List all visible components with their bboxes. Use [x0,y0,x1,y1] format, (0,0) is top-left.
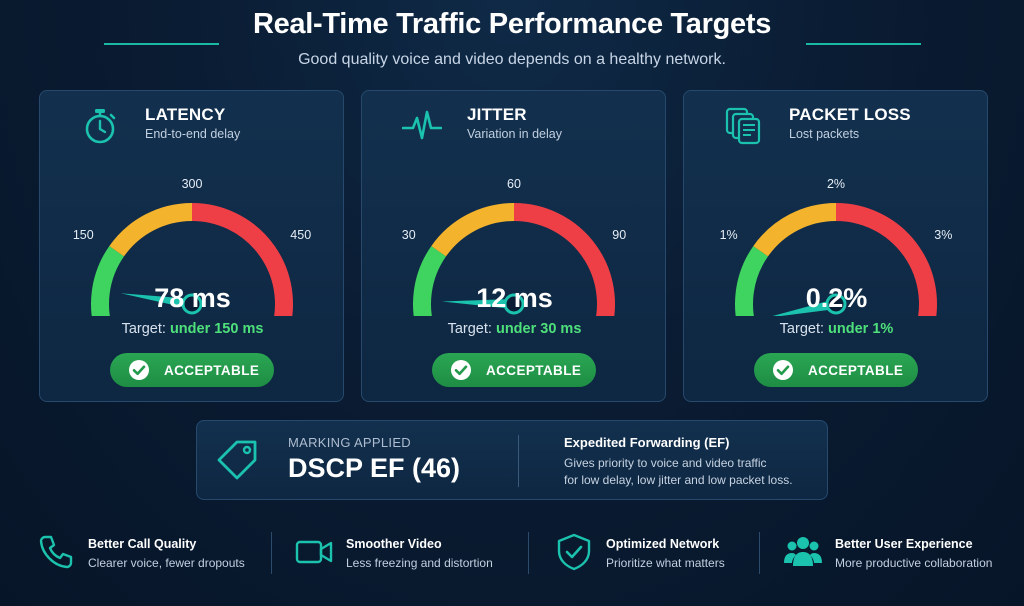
gauge-yellow-segment [431,203,515,257]
packet-loss-target-value: under 1% [828,321,894,337]
gauge-hub [503,293,525,315]
marking-description-line-2: for low delay, low jitter and low packet… [564,473,793,487]
packet-loss-subtitle: Lost packets [789,127,860,141]
packet-loss-target: Target: under 1% [684,321,989,337]
gauge-hub [825,293,847,315]
packet-loss-card: PACKET LOSS Lost packets 0%1%2%3%5% 0.2%… [683,90,988,402]
marking-panel: MARKING APPLIED DSCP EF (46) Expedited F… [196,420,828,500]
title-rule-left [104,43,219,45]
latency-value: 78 ms [154,283,231,313]
packet-loss-status-badge: ACCEPTABLE [754,353,918,387]
packet-loss-target-label: Target: [779,321,825,337]
jitter-target-label: Target: [447,321,492,337]
benefit-subtitle: Clearer voice, fewer dropouts [88,556,245,570]
gauge-green-segment [91,246,125,316]
title-rule-right [806,43,921,45]
shield-check-icon [557,533,591,571]
stopwatch-icon [85,109,116,144]
benefit-divider [271,532,272,574]
video-camera-icon [295,540,333,564]
benefit-subtitle: Less freezing and distortion [346,556,493,570]
gauge-red-segment [191,203,293,316]
latency-gauge: 0150300450600 [73,177,311,316]
jitter-status-badge: ACCEPTABLE [432,353,596,387]
gauge-tick-label: 90 [612,228,626,242]
gauge-green-segment [735,246,769,316]
users-icon [784,537,822,566]
marking-divider [518,435,519,487]
jitter-target-value: under 30 ms [495,321,582,337]
pulse-icon [402,110,442,140]
jitter-subtitle: Variation in delay [467,127,562,141]
header: Real-Time Traffic Performance Targets Go… [0,0,1024,80]
gauge-red-segment [513,203,615,316]
gauge-tick-label: 2% [827,177,845,191]
benefit-subtitle: More productive collaboration [835,556,993,570]
gauge-green-segment [413,246,447,316]
gauge-tick-label: 60 [507,177,521,191]
benefit-divider [759,532,760,574]
gauge-tick-label: 3% [934,228,952,242]
gauge-hub [181,293,203,315]
packet-loss-value: 0.2% [805,283,868,313]
jitter-target: Target: under 30 ms [362,321,667,337]
latency-target-label: Target: [121,321,166,337]
marking-value: DSCP EF (46) [288,453,461,483]
jitter-value: 12 ms [476,283,553,313]
check-circle-icon [773,360,793,380]
jitter-gauge: 0306090120 [402,177,626,316]
benefit-divider [528,532,529,574]
benefit-title: Better User Experience [835,537,973,551]
gauge-needle [772,299,837,316]
benefit-title: Optimized Network [606,537,720,551]
gauge-red-segment [835,203,937,316]
benefit-title: Smoother Video [346,537,442,551]
marking-label: MARKING APPLIED [288,435,411,450]
jitter-card: JITTER Variation in delay 0306090120 12 … [361,90,666,402]
packet-loss-title: PACKET LOSS [789,105,911,124]
gauge-needle [120,293,193,309]
gauge-tick-label: 150 [73,228,94,242]
check-circle-icon [129,360,149,380]
packet-loss-status-label: ACCEPTABLE [808,363,904,378]
jitter-title: JITTER [467,105,527,124]
latency-subtitle: End-to-end delay [145,127,241,141]
check-circle-icon [451,360,471,380]
latency-status-badge: ACCEPTABLE [110,353,274,387]
gauge-yellow-segment [109,203,193,257]
page-title: Real-Time Traffic Performance Targets [252,8,772,40]
latency-card: LATENCY End-to-end delay 0150300450600 7… [39,90,344,402]
benefit-subtitle: Prioritize what matters [606,556,725,570]
latency-target-value: under 150 ms [169,321,264,337]
benefit-call-quality: Better Call Quality Clearer voice, fewer… [36,528,266,576]
benefit-user-experience: Better User Experience More productive c… [783,528,1013,576]
benefit-smoother-video: Smoother Video Less freezing and distort… [294,528,524,576]
benefit-title: Better Call Quality [88,537,197,551]
latency-status-label: ACCEPTABLE [164,363,260,378]
gauge-tick-label: 30 [402,228,416,242]
jitter-status-label: ACCEPTABLE [486,363,582,378]
gauge-tick-label: 300 [182,177,203,191]
gauge-needle [442,299,515,309]
gauge-tick-label: 1% [720,228,738,242]
latency-title: LATENCY [145,105,226,124]
packet-loss-gauge: 0%1%2%3%5% [720,177,952,316]
page-subtitle: Good quality voice and video depends on … [298,51,726,68]
phone-icon [39,535,73,569]
tag-icon [217,440,257,480]
packets-icon [725,107,761,145]
benefit-optimized-network: Optimized Network Prioritize what matter… [554,528,754,576]
marking-heading: Expedited Forwarding (EF) [564,435,730,450]
gauge-yellow-segment [753,203,837,257]
marking-description-line-1: Gives priority to voice and video traffi… [564,456,767,470]
gauge-tick-label: 450 [290,228,311,242]
latency-target: Target: under 150 ms [40,321,345,337]
